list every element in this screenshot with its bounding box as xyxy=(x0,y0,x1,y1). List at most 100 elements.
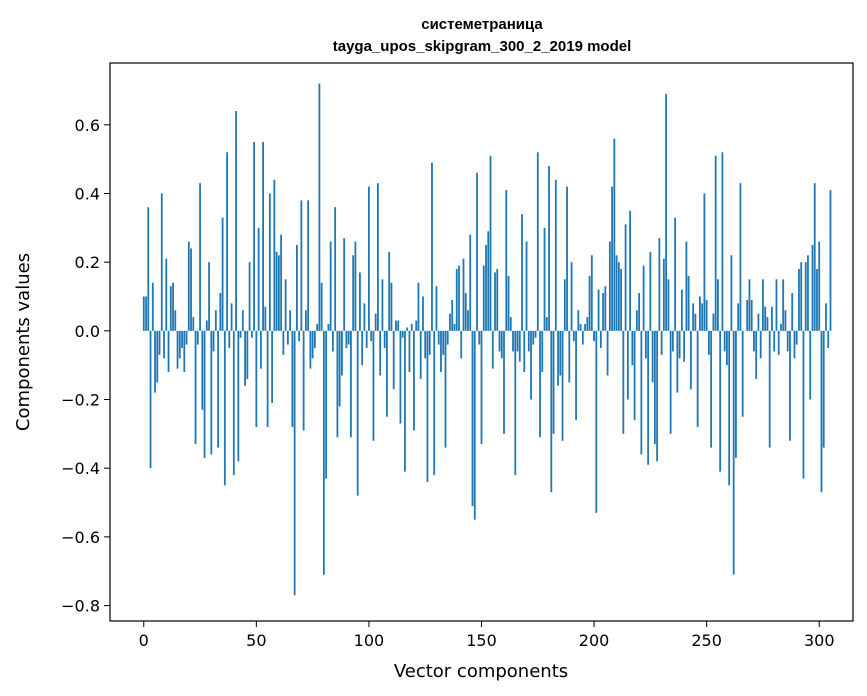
bar-157 xyxy=(496,269,499,331)
bar-74 xyxy=(309,330,312,369)
bar-81 xyxy=(325,330,328,479)
bar-72 xyxy=(304,310,307,331)
bar-230 xyxy=(660,330,663,355)
bar-129 xyxy=(433,330,436,476)
bar-189 xyxy=(568,330,571,383)
bar-105 xyxy=(379,330,382,376)
bar-62 xyxy=(282,330,285,355)
bar-22 xyxy=(192,317,195,331)
bar-258 xyxy=(723,330,726,352)
bar-51 xyxy=(257,227,260,331)
bar-175 xyxy=(536,152,539,331)
bar-240 xyxy=(683,330,686,362)
bar-188 xyxy=(566,186,568,331)
bar-29 xyxy=(208,262,210,331)
bar-190 xyxy=(570,262,573,331)
bar-119 xyxy=(410,323,413,331)
bar-250 xyxy=(705,299,708,331)
x-axis-label: Vector components xyxy=(394,661,568,682)
bar-121 xyxy=(415,320,418,331)
bar-254 xyxy=(714,155,717,331)
bar-66 xyxy=(291,330,294,427)
bar-226 xyxy=(651,330,654,383)
bar-9 xyxy=(163,330,165,359)
bar-187 xyxy=(563,279,566,331)
bar-33 xyxy=(217,330,219,448)
bar-1 xyxy=(145,296,147,331)
bar-28 xyxy=(205,320,208,331)
bar-71 xyxy=(302,330,305,431)
bar-162 xyxy=(507,275,510,331)
bar-210 xyxy=(615,255,618,331)
bar-166 xyxy=(516,330,519,352)
bar-78 xyxy=(318,83,321,331)
y-axis-label: Components values xyxy=(13,253,34,431)
bar-277 xyxy=(766,317,769,331)
bar-10 xyxy=(165,258,168,331)
bar-237 xyxy=(676,330,679,393)
bar-281 xyxy=(775,279,778,331)
bar-241 xyxy=(685,241,688,331)
bar-204 xyxy=(602,293,604,331)
bar-293 xyxy=(802,330,805,479)
bar-63 xyxy=(284,279,287,331)
bar-249 xyxy=(703,193,706,331)
bar-224 xyxy=(647,330,650,465)
bar-266 xyxy=(741,330,744,417)
bar-142 xyxy=(462,258,465,331)
y-tick-label-1: 0.4 xyxy=(75,184,100,203)
bar-35 xyxy=(221,217,224,331)
bar-4 xyxy=(151,282,154,331)
bar-183 xyxy=(554,179,557,331)
x-tick-label-250: 250 xyxy=(691,631,722,650)
bar-23 xyxy=(194,330,197,445)
bar-302 xyxy=(822,330,825,448)
bar-56 xyxy=(268,193,271,331)
bar-136 xyxy=(449,313,451,331)
bar-97 xyxy=(361,330,364,366)
bar-296 xyxy=(809,330,812,400)
bar-140 xyxy=(458,265,460,331)
bar-34 xyxy=(219,293,222,331)
bar-284 xyxy=(782,279,785,331)
y-tick-label-3: 0.0 xyxy=(75,322,100,341)
bar-195 xyxy=(581,330,584,345)
bar-46 xyxy=(246,330,249,379)
bar-283 xyxy=(780,323,782,331)
bar-118 xyxy=(408,330,411,373)
bar-279 xyxy=(771,306,773,331)
x-tick-label-200: 200 xyxy=(579,631,610,650)
bar-231 xyxy=(662,258,665,331)
bar-84 xyxy=(332,330,334,352)
bar-96 xyxy=(359,272,361,331)
bar-95 xyxy=(356,330,359,496)
bar-116 xyxy=(404,330,406,472)
bar-64 xyxy=(286,330,289,345)
bar-185 xyxy=(559,330,562,376)
bar-100 xyxy=(368,186,370,331)
bar-139 xyxy=(455,269,458,331)
bar-182 xyxy=(552,330,555,434)
bar-27 xyxy=(203,330,206,458)
bar-134 xyxy=(444,330,447,448)
bar-203 xyxy=(599,330,602,349)
bar-60 xyxy=(277,255,280,331)
bar-233 xyxy=(667,279,670,331)
bar-217 xyxy=(631,330,634,366)
bar-14 xyxy=(174,310,177,331)
bar-147 xyxy=(473,330,476,520)
bar-57 xyxy=(271,330,274,403)
bar-2 xyxy=(147,207,150,331)
bar-218 xyxy=(633,330,636,421)
bar-164 xyxy=(512,330,514,352)
bar-298 xyxy=(813,183,816,331)
bar-232 xyxy=(665,93,668,331)
bar-141 xyxy=(460,330,463,359)
bar-77 xyxy=(316,323,319,331)
bar-223 xyxy=(644,330,647,359)
chart-title-line1: системетраница xyxy=(421,16,543,33)
bar-286 xyxy=(786,330,789,352)
bar-55 xyxy=(266,330,269,427)
bar-304 xyxy=(827,330,830,349)
